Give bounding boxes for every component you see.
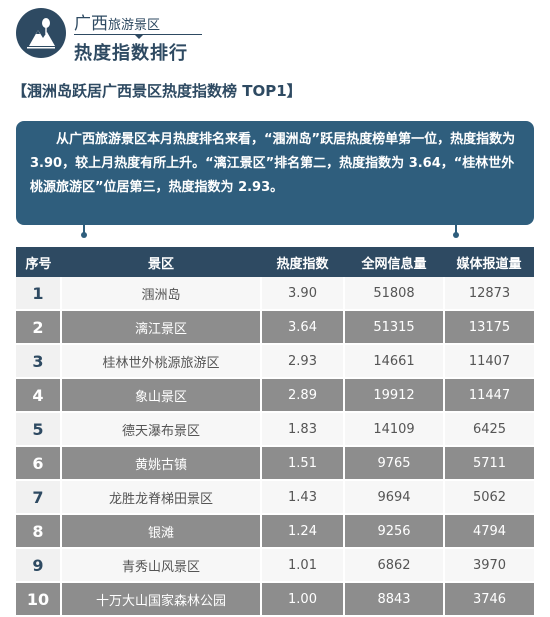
header-rank: 序号 — [16, 247, 61, 277]
media-reports: 6425 — [444, 412, 534, 447]
table-row: 1 涠洲岛 3.90 51808 12873 — [16, 277, 534, 311]
info-volume: 14661 — [344, 344, 445, 379]
table-row: 2 漓江景区 3.64 51315 13175 — [16, 310, 534, 345]
scenic-name: 十万大山国家森林公园 — [61, 582, 262, 617]
header-title-prefix: 广西 — [74, 14, 108, 34]
rank-number: 10 — [16, 582, 62, 617]
table-row: 3 桂林世外桃源旅游区 2.93 14661 11407 — [16, 344, 534, 379]
scenic-name: 黄姚古镇 — [61, 446, 262, 481]
heat-index: 2.89 — [261, 378, 345, 413]
callout-pin-left — [81, 225, 87, 238]
header-divider-pointer — [134, 34, 144, 39]
media-reports: 4794 — [444, 514, 534, 549]
heat-index: 1.24 — [261, 514, 345, 549]
header-info-volume: 全网信息量 — [344, 247, 444, 277]
info-volume: 51315 — [344, 310, 445, 345]
summary-callout: 从广西旅游景区本月热度排名来看，“涠洲岛”跃居热度榜单第一位，热度指数为 3.9… — [16, 121, 534, 225]
rank-number: 2 — [16, 310, 62, 345]
heat-index: 1.51 — [261, 446, 345, 481]
table-row: 5 德天瀑布景区 1.83 14109 6425 — [16, 412, 534, 447]
rank-number: 4 — [16, 378, 62, 413]
header-media-reports: 媒体报道量 — [444, 247, 534, 277]
info-volume: 9256 — [344, 514, 445, 549]
table-row: 7 龙胜龙脊梯田景区 1.43 9694 5062 — [16, 480, 534, 515]
info-volume: 51808 — [344, 277, 445, 311]
header-scenic-area: 景区 — [61, 247, 261, 277]
table-row: 9 青秀山风景区 1.01 6862 3970 — [16, 548, 534, 583]
callout-pin-right — [453, 225, 459, 238]
header-title-small: 广西旅游景区 — [74, 9, 160, 34]
header-title-big: 热度指数排行 — [74, 43, 188, 64]
info-volume: 9694 — [344, 480, 445, 515]
info-volume: 6862 — [344, 548, 445, 583]
page-header: 广西旅游景区 热度指数排行 — [12, 6, 312, 64]
heat-index: 1.83 — [261, 412, 345, 447]
media-reports: 12873 — [444, 277, 534, 311]
scenic-name: 象山景区 — [61, 378, 262, 413]
scenic-name: 桂林世外桃源旅游区 — [61, 344, 262, 379]
rank-number: 8 — [16, 514, 62, 549]
info-volume: 9765 — [344, 446, 445, 481]
rank-number: 6 — [16, 446, 62, 481]
media-reports: 3970 — [444, 548, 534, 583]
rank-number: 5 — [16, 412, 62, 447]
summary-text: 从广西旅游景区本月热度排名来看，“涠洲岛”跃居热度榜单第一位，热度指数为 3.9… — [30, 132, 516, 195]
scenic-name: 龙胜龙脊梯田景区 — [61, 480, 262, 515]
scenic-name: 青秀山风景区 — [61, 548, 262, 583]
mountain-tree-logo-icon — [16, 8, 66, 58]
info-volume: 8843 — [344, 582, 445, 617]
header-title-suffix: 旅游景区 — [108, 18, 161, 33]
ranking-table: 序号 景区 热度指数 全网信息量 媒体报道量 1 涠洲岛 3.90 51808 … — [16, 247, 534, 617]
table-row: 8 银滩 1.24 9256 4794 — [16, 514, 534, 549]
rank-number: 7 — [16, 480, 62, 515]
media-reports: 11447 — [444, 378, 534, 413]
header-heat-index: 热度指数 — [261, 247, 344, 277]
info-volume: 14109 — [344, 412, 445, 447]
media-reports: 3746 — [444, 582, 534, 617]
table-row: 10 十万大山国家森林公园 1.00 8843 3746 — [16, 582, 534, 617]
scenic-name: 漓江景区 — [61, 310, 262, 345]
rank-number: 1 — [16, 277, 62, 311]
heat-index: 1.43 — [261, 480, 345, 515]
media-reports: 13175 — [444, 310, 534, 345]
scenic-name: 德天瀑布景区 — [61, 412, 262, 447]
heat-index: 3.64 — [261, 310, 345, 345]
table-row: 4 象山景区 2.89 19912 11447 — [16, 378, 534, 413]
table-header-row: 序号 景区 热度指数 全网信息量 媒体报道量 — [16, 247, 534, 277]
heat-index: 1.00 — [261, 582, 345, 617]
rank-number: 3 — [16, 344, 62, 379]
rank-number: 9 — [16, 548, 62, 583]
table-row: 6 黄姚古镇 1.51 9765 5711 — [16, 446, 534, 481]
heat-index: 3.90 — [261, 277, 345, 311]
scenic-name: 银滩 — [61, 514, 262, 549]
media-reports: 5062 — [444, 480, 534, 515]
media-reports: 5711 — [444, 446, 534, 481]
scenic-name: 涠洲岛 — [61, 277, 262, 311]
section-subtitle: 【涠洲岛跃居广西景区热度指数榜 TOP1】 — [12, 82, 302, 100]
info-volume: 19912 — [344, 378, 445, 413]
heat-index: 1.01 — [261, 548, 345, 583]
media-reports: 11407 — [444, 344, 534, 379]
heat-index: 2.93 — [261, 344, 345, 379]
